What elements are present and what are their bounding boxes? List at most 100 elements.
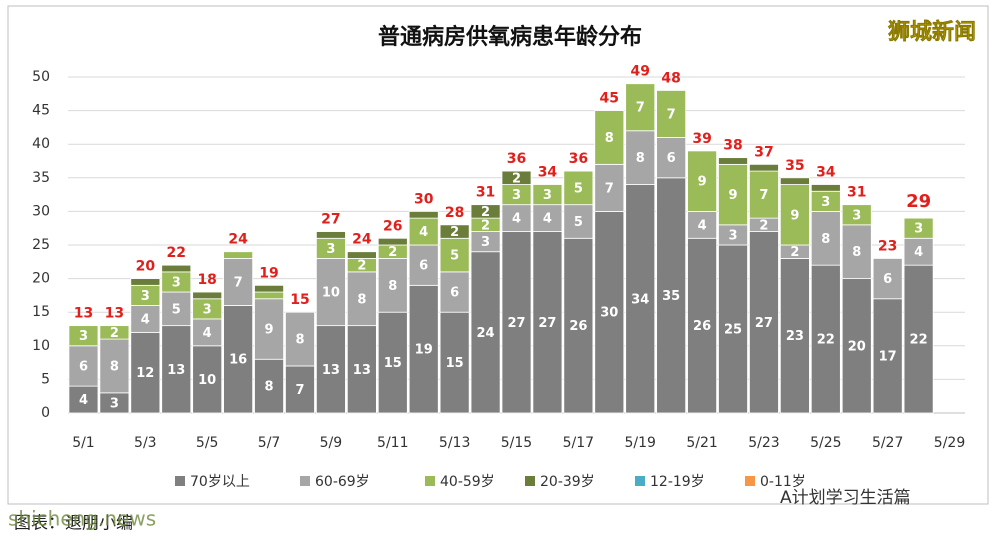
data-label: 24 [477, 326, 495, 341]
bar-segment [377, 237, 408, 246]
x-tick-label: 5/25 [810, 435, 841, 451]
bar-segment [470, 204, 501, 219]
bar-segment [130, 305, 161, 333]
data-label: 3 [326, 242, 335, 257]
data-label: 7 [295, 383, 304, 398]
total-label: 13 [74, 306, 93, 322]
bar-segment [346, 271, 377, 327]
bar-segment [408, 284, 439, 414]
data-label: 3 [481, 235, 490, 250]
data-label: 4 [419, 225, 428, 240]
y-tick-label: 15 [32, 304, 50, 320]
y-tick-label: 20 [32, 271, 50, 287]
bar-segment [346, 325, 377, 414]
legend-swatch [635, 476, 645, 486]
bar-segment [223, 258, 254, 306]
bar-segment [223, 251, 254, 259]
data-label: 16 [229, 353, 247, 368]
total-label: 36 [569, 151, 588, 167]
bar-segment [315, 231, 346, 239]
data-label: 3 [821, 195, 830, 210]
bar-segment [656, 90, 687, 138]
bar-segment [315, 258, 346, 327]
bar-segment [254, 291, 284, 300]
total-label: 34 [816, 165, 836, 181]
total-label: 24 [352, 232, 372, 248]
legend-label: 70岁以上 [190, 474, 250, 490]
bar-segment [315, 325, 346, 414]
x-tick-label: 5/9 [320, 435, 343, 451]
site-watermark: shicheng.news [8, 507, 156, 531]
data-label: 5 [450, 249, 459, 264]
legend-swatch [525, 476, 535, 486]
bar-segment [625, 83, 656, 132]
data-label: 2 [388, 245, 397, 260]
total-label: 26 [383, 218, 402, 234]
bar-segment [161, 264, 192, 273]
data-label: 4 [203, 326, 212, 341]
data-label: 8 [295, 333, 304, 348]
y-tick-label: 45 [32, 103, 50, 119]
data-label: 30 [600, 306, 618, 321]
watermark: 狮城新闻 [888, 19, 976, 45]
bar-segment [192, 345, 223, 414]
data-label: 13 [322, 363, 340, 378]
y-tick-label: 50 [32, 69, 50, 85]
x-tick-label: 5/17 [563, 435, 594, 451]
bar-segment [223, 305, 254, 414]
bar-segment [408, 244, 439, 286]
x-tick-label: 5/11 [377, 435, 408, 451]
data-label: 9 [265, 323, 274, 338]
bar-segment [718, 157, 748, 165]
bar-segment [656, 137, 687, 179]
data-label: 8 [821, 232, 830, 247]
bar-segment [439, 311, 470, 414]
total-label: 18 [197, 272, 216, 288]
bar-segment [563, 170, 594, 206]
data-label: 7 [234, 275, 243, 290]
x-tick-label: 5/15 [501, 435, 532, 451]
data-label: 7 [605, 181, 614, 196]
bar-segment [439, 271, 470, 313]
data-label: 10 [322, 286, 340, 301]
data-label: 6 [667, 151, 676, 166]
data-label: 8 [110, 359, 119, 374]
total-label: 36 [507, 151, 526, 167]
total-label: 13 [105, 306, 124, 322]
bar-segment [625, 130, 656, 185]
data-label: 2 [481, 218, 490, 233]
bar-segment [903, 237, 934, 266]
bar-segment [687, 210, 718, 239]
data-label: 35 [662, 289, 680, 304]
x-tick-label: 5/5 [196, 435, 219, 451]
total-label: 31 [847, 185, 866, 201]
legend-swatch [425, 476, 435, 486]
bar-segment [532, 204, 563, 232]
data-label: 10 [198, 373, 216, 388]
data-label: 15 [384, 356, 402, 371]
data-label: 3 [543, 188, 552, 203]
bar-segment [841, 204, 872, 226]
x-tick-label: 5/1 [72, 435, 95, 451]
chart-title: 普通病房供氧病患年龄分布 [378, 24, 642, 50]
bar-segment [687, 237, 718, 414]
total-label: 48 [661, 70, 680, 86]
bar-segment [810, 184, 841, 192]
data-label: 4 [512, 212, 521, 227]
total-label: 22 [167, 245, 186, 261]
data-label: 4 [79, 393, 88, 408]
data-label: 4 [543, 212, 552, 227]
legend-swatch [300, 476, 310, 486]
bar-segment [903, 264, 934, 414]
data-label: 2 [512, 171, 521, 186]
data-label: 27 [755, 316, 773, 331]
x-tick-label: 5/19 [624, 435, 655, 451]
data-label: 3 [172, 275, 181, 290]
data-label: 6 [450, 286, 459, 301]
data-label: 2 [450, 225, 459, 240]
bar-segment [285, 365, 315, 414]
bar-segment [563, 204, 594, 239]
total-label: 49 [630, 64, 649, 80]
